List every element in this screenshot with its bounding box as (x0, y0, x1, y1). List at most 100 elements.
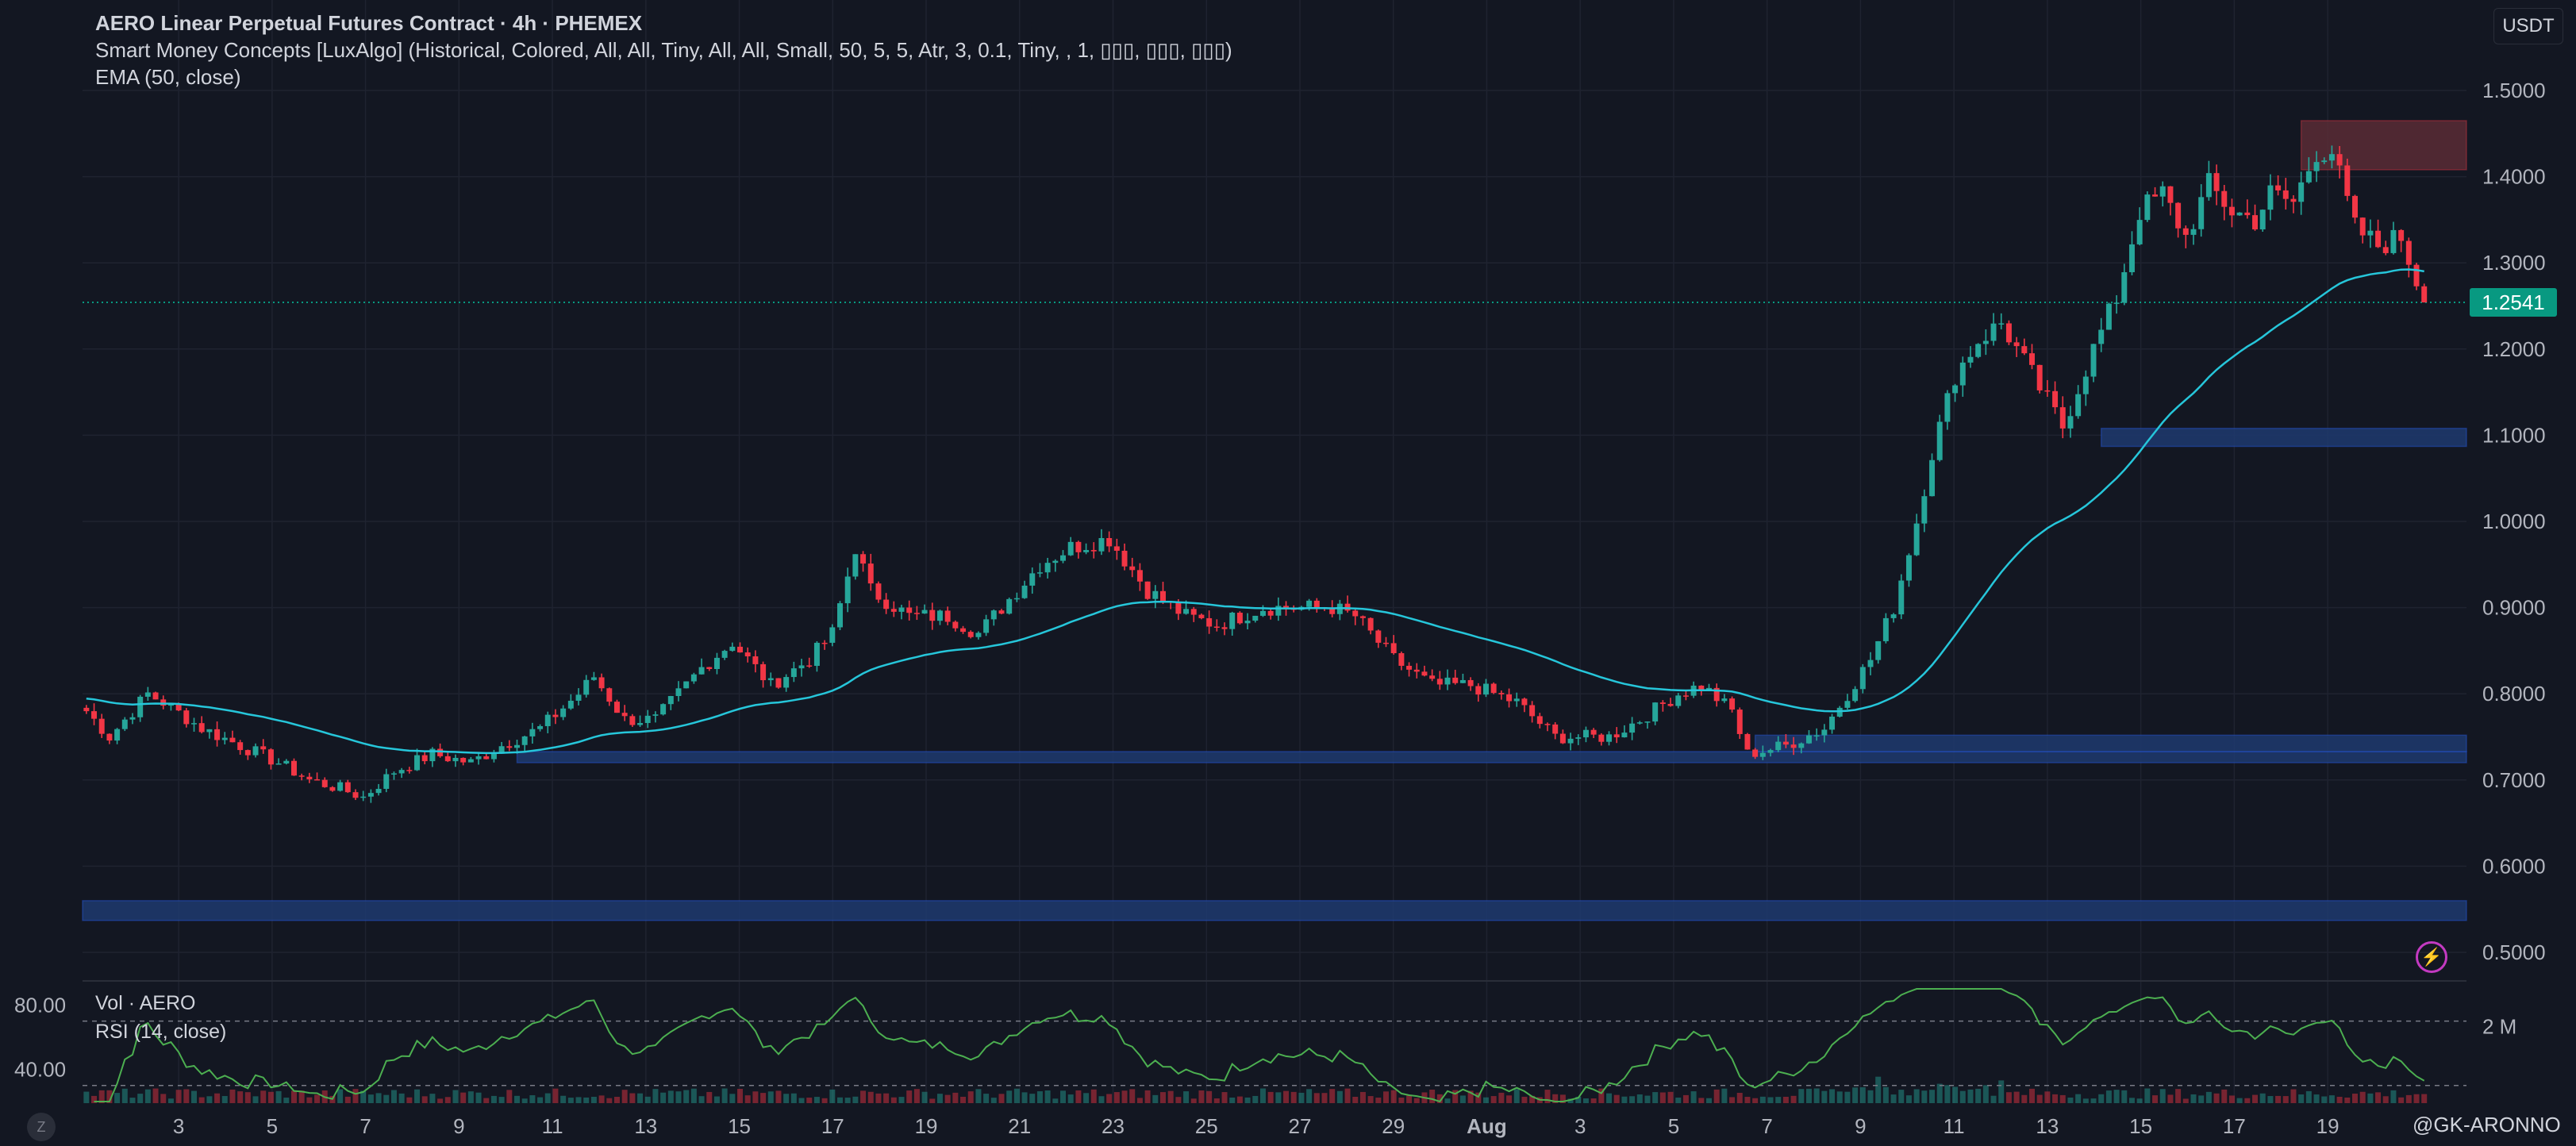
volume-bar (1559, 1094, 1566, 1103)
volume-bar (191, 1090, 197, 1103)
volume-bar (883, 1093, 890, 1103)
volume-bar (913, 1089, 920, 1103)
price-axis[interactable]: 1.5000 1.4000 1.3000 1.2000 1.1000 1.0000 0.90… (2482, 79, 2546, 1039)
candle-body (283, 760, 290, 764)
volume-bar (2236, 1098, 2243, 1103)
candle-body (2313, 162, 2320, 171)
candle-body (1152, 590, 1159, 599)
lightning-icon[interactable]: ⚡ (2416, 941, 2447, 973)
candle-body (290, 760, 297, 776)
candle-body (475, 756, 482, 760)
candle-body (2044, 390, 2051, 392)
candle-body (1344, 603, 1351, 611)
time-tick-label: 11 (1944, 1114, 1965, 1138)
candle-body (813, 642, 820, 666)
rsi-label[interactable]: RSI (14, close) (95, 1021, 227, 1043)
currency-button[interactable]: USDT (2493, 8, 2563, 44)
candle-body (821, 642, 828, 644)
volume-bar (1213, 1098, 1220, 1103)
candle-body (2013, 342, 2020, 347)
volume-bar (1875, 1076, 1882, 1103)
candle-body (790, 668, 797, 678)
volume-bar (1790, 1095, 1797, 1103)
candle-body (898, 607, 905, 612)
volume-bar (244, 1092, 251, 1103)
candle-body (1636, 722, 1643, 724)
candle-body (1236, 613, 1243, 624)
volume-bar (1436, 1094, 1443, 1103)
volume-bar (1882, 1086, 1889, 1103)
candle-body (91, 711, 98, 719)
candle-body (1383, 642, 1389, 644)
timezone-icon[interactable]: Z (27, 1113, 56, 1141)
volume-bar (1506, 1095, 1513, 1103)
volume-bar (2367, 1093, 2374, 1103)
candle-body (1552, 724, 1559, 734)
candle-body (2121, 271, 2128, 303)
candle-body (1113, 546, 1120, 551)
volume-bar (2321, 1096, 2328, 1103)
candle-body (2036, 364, 2043, 390)
candle-body (883, 599, 890, 610)
volume-bar (1390, 1090, 1397, 1103)
volume-bar (737, 1088, 744, 1103)
volume-tick-label: 2 M (2482, 1015, 2516, 1039)
volume-bar (1744, 1097, 1751, 1103)
time-axis[interactable]: 3 5 7 9 11 13 15 17 19 21 23 25 27 29 Aug 3 5 7 9 11 13 15 17 1… (173, 1114, 2340, 1138)
candle-body (2267, 185, 2274, 210)
volume-label[interactable]: Vol · AERO (95, 992, 196, 1014)
candle-body (613, 702, 620, 713)
volume-bar (998, 1094, 1005, 1103)
volume-bar (1636, 1094, 1643, 1103)
ema-indicator-label[interactable]: EMA (50, close) (95, 65, 241, 89)
volume-bar (337, 1089, 344, 1103)
candle-body (267, 749, 274, 765)
volume-bar (2213, 1093, 2220, 1103)
volume-bar (2121, 1090, 2128, 1103)
volume-bar (921, 1091, 928, 1103)
volume-bar (2021, 1094, 2028, 1103)
volume-bar (837, 1097, 843, 1103)
candle-body (1052, 560, 1059, 563)
candle-body (1736, 710, 1743, 734)
candle-body (1244, 621, 1251, 624)
candle-body (675, 688, 682, 697)
time-tick-label: 7 (359, 1114, 371, 1138)
candle-body (1890, 614, 1897, 618)
candle-body (2167, 186, 2174, 203)
rsi-tick-label: 40.00 (14, 1057, 66, 1081)
candle-body (1459, 679, 1466, 683)
candle-body (1306, 600, 1313, 607)
volume-bar (760, 1093, 767, 1103)
candle-body (921, 610, 928, 614)
candle-body (1898, 580, 1905, 615)
volume-bar (1098, 1096, 1105, 1103)
candle-body (152, 692, 159, 700)
candle-body (1706, 687, 1712, 690)
volume-bar (1283, 1090, 1290, 1103)
volume-bar (1659, 1092, 1666, 1103)
volume-bar (1336, 1090, 1343, 1103)
time-tick-label: 9 (1855, 1114, 1866, 1138)
volume-bar (275, 1090, 282, 1103)
candle-body (1067, 541, 1074, 556)
volume-bar (1021, 1092, 1028, 1103)
candle-body (2075, 394, 2082, 417)
volume-bar (1513, 1089, 1520, 1103)
candle-body (760, 663, 767, 681)
volume-bar (383, 1094, 390, 1103)
candle-body (637, 723, 644, 725)
candle-body (844, 576, 851, 604)
volume-bar (1767, 1097, 1774, 1103)
volume-bar (2013, 1091, 2020, 1103)
volume-bar (1482, 1097, 1489, 1103)
volume-bar (1475, 1092, 1482, 1103)
volume-bar (1444, 1098, 1451, 1103)
smc-indicator-label[interactable]: Smart Money Concepts [LuxAlgo] (Historic… (95, 38, 1232, 62)
volume-bar (521, 1098, 528, 1103)
volume-bar (2205, 1091, 2212, 1103)
volume-bar (2090, 1098, 2097, 1103)
volume-bar (775, 1090, 782, 1103)
volume-bar (1329, 1089, 1336, 1103)
